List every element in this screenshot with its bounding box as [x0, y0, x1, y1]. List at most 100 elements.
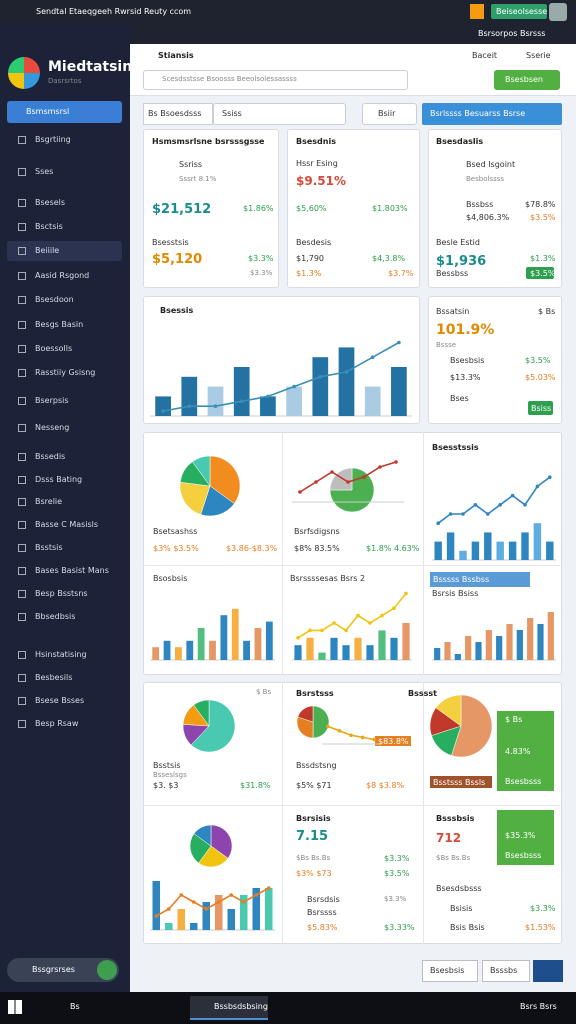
line — [297, 592, 407, 639]
footer-toggle[interactable] — [97, 960, 117, 980]
nav-item[interactable]: Bsgrtiing — [35, 135, 71, 144]
chart — [150, 340, 412, 417]
card-text: Hsmsmsrlsne bsrsssgsse — [152, 137, 265, 146]
nav-item[interactable]: Bsstsis — [35, 543, 63, 552]
point — [318, 375, 323, 379]
action-button[interactable] — [422, 103, 562, 125]
card-text: Bsisis — [450, 904, 473, 913]
point — [368, 621, 372, 625]
divider — [282, 432, 283, 675]
nav-active[interactable] — [7, 101, 122, 123]
nav-item[interactable]: Besp Rsaw — [35, 719, 79, 728]
nav-item[interactable]: Bsrelie — [35, 497, 63, 506]
footer-button[interactable] — [533, 960, 563, 982]
point — [372, 737, 376, 742]
point — [161, 409, 165, 413]
top-links: Bsrsorpos Bsrsss — [478, 29, 546, 38]
nav-item[interactable]: Bsesels — [35, 198, 66, 207]
card-text: $3.3% — [530, 904, 556, 913]
nav-item[interactable]: Bases Basist Mans — [35, 566, 109, 575]
nav-item[interactable]: Bssedis — [35, 452, 66, 461]
filter[interactable] — [143, 103, 213, 125]
bar — [338, 347, 355, 416]
card-text: Bsesbsss — [505, 851, 542, 860]
nav-item[interactable]: Besp Bsstsns — [35, 589, 88, 598]
nav-item[interactable]: Beiiile — [35, 246, 60, 255]
bar — [240, 895, 248, 930]
point — [346, 480, 350, 484]
card-text: $5.03% — [525, 373, 556, 382]
card-text: $1.53% — [525, 923, 556, 932]
nav-icon — [18, 498, 26, 506]
bar — [152, 647, 160, 660]
card-text: $3.33% — [384, 923, 415, 932]
nav-item[interactable]: Sses — [35, 167, 54, 176]
bar — [177, 909, 185, 930]
point — [510, 493, 515, 498]
nav-item[interactable]: Besbesils — [35, 673, 73, 682]
window-icon[interactable] — [470, 4, 484, 19]
nav-item[interactable]: Dsss Bating — [35, 475, 83, 484]
card-text: $ Bs — [256, 688, 272, 696]
card-text: Bsesdaslis — [436, 137, 484, 146]
bar — [306, 637, 314, 660]
start-button[interactable] — [8, 1000, 22, 1014]
chart — [329, 467, 375, 513]
card-text: Bsetsashss — [153, 527, 198, 536]
card-text: 101.9% — [436, 322, 495, 338]
field[interactable] — [213, 103, 346, 125]
brand: Miedtatsin — [48, 59, 133, 75]
nav-icon — [18, 199, 26, 207]
nav-item[interactable]: Aasid Rsgond — [35, 271, 90, 280]
bar — [546, 541, 554, 560]
taskbar-app[interactable] — [190, 996, 268, 1020]
nav-item[interactable]: Bsctsis — [35, 222, 63, 231]
bar — [265, 621, 273, 660]
line — [162, 341, 400, 412]
search-box[interactable] — [143, 70, 408, 90]
nav-hover[interactable] — [7, 241, 122, 261]
nav-item[interactable]: Hsinstatising — [35, 650, 87, 659]
nav-icon — [18, 567, 26, 575]
nav-item[interactable]: Rasstiiy Gsisng — [35, 368, 96, 377]
bar — [533, 523, 542, 560]
nav-item[interactable]: Bsesdoon — [35, 295, 74, 304]
nav-item[interactable]: Besgs Basin — [35, 320, 84, 329]
pie-slice — [179, 481, 211, 515]
pie-slice — [189, 833, 212, 864]
window-button[interactable] — [491, 4, 547, 19]
card-text: $3.86-$8.3% — [226, 544, 278, 553]
kpi-box — [497, 810, 554, 865]
badge[interactable] — [526, 267, 554, 279]
bar — [465, 636, 472, 660]
search-button[interactable] — [362, 103, 417, 125]
bar — [378, 630, 386, 660]
card-text: $Bs Bs.Bs — [436, 854, 471, 862]
bar — [364, 386, 381, 416]
bar — [537, 624, 544, 660]
avatar[interactable] — [549, 3, 567, 21]
chart — [432, 612, 556, 661]
point — [213, 404, 218, 408]
card-text: Bsrssssesas Bsrs 2 — [290, 574, 366, 583]
nav-item[interactable]: Nesseng — [35, 423, 70, 432]
nav-item[interactable]: Bserpsis — [35, 396, 69, 405]
nav-item[interactable]: Boessolls — [35, 344, 73, 353]
bar — [231, 608, 239, 660]
search-placeholder: Scesdsstsse Bsoosss Beeolsolessassss — [162, 75, 297, 83]
pie-slice — [209, 455, 241, 504]
nav-item[interactable]: Basse C Masisls — [35, 520, 99, 529]
card-text: Hssr Esing — [296, 159, 338, 168]
nav-item[interactable]: Bsese Bsses — [35, 696, 85, 705]
logo — [8, 57, 40, 89]
tag — [375, 736, 411, 746]
footer-button[interactable] — [482, 960, 530, 982]
badge[interactable] — [528, 401, 553, 415]
card-text: Bsssst — [408, 689, 437, 698]
nav-item[interactable]: Bbsedbsis — [35, 612, 76, 621]
point — [266, 394, 270, 399]
footer-button[interactable] — [422, 960, 478, 982]
bar — [165, 923, 173, 930]
tag — [430, 572, 530, 587]
header-button[interactable] — [494, 70, 560, 90]
